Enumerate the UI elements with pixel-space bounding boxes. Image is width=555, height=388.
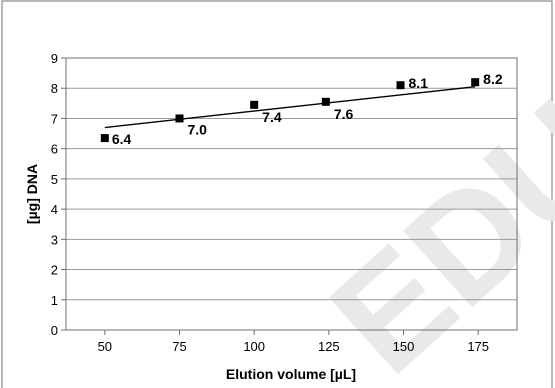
plot-area bbox=[65, 57, 518, 331]
data-point bbox=[100, 134, 109, 143]
data-point bbox=[471, 78, 480, 87]
y-tick-label: 0 bbox=[51, 323, 58, 338]
y-tick-label: 2 bbox=[51, 263, 58, 278]
y-tick-label: 4 bbox=[51, 202, 58, 217]
y-tick-label: 8 bbox=[51, 81, 58, 96]
y-axis-label: [µg] DNA bbox=[24, 164, 40, 224]
x-tick-label: 100 bbox=[243, 339, 265, 354]
data-point bbox=[321, 97, 330, 106]
data-points: 6.4 7.0 7.4 7.6 8.1 8.2 bbox=[100, 71, 503, 147]
data-point bbox=[250, 100, 259, 109]
y-tick-label: 7 bbox=[51, 111, 58, 126]
y-axis: 0 1 2 3 4 5 6 7 8 9 bbox=[51, 51, 66, 338]
data-label: 6.4 bbox=[112, 131, 132, 147]
x-axis-label: Elution volume [µL] bbox=[226, 366, 356, 382]
x-tick-label: 50 bbox=[98, 339, 112, 354]
x-axis: 50 75 100 125 150 175 bbox=[98, 330, 489, 354]
gridlines bbox=[66, 87, 517, 301]
data-label: 8.2 bbox=[483, 71, 503, 87]
x-tick-label: 75 bbox=[172, 339, 186, 354]
trendline bbox=[104, 86, 476, 129]
y-tick-label: 1 bbox=[51, 293, 58, 308]
data-label: 8.1 bbox=[409, 75, 429, 91]
data-label: 7.0 bbox=[187, 121, 207, 137]
y-tick-label: 5 bbox=[51, 172, 58, 187]
x-tick-label: 125 bbox=[318, 339, 340, 354]
data-label: 7.4 bbox=[262, 109, 282, 125]
x-tick-label: 175 bbox=[467, 339, 489, 354]
x-tick-label: 150 bbox=[393, 339, 415, 354]
y-tick-label: 6 bbox=[51, 142, 58, 157]
data-point bbox=[175, 114, 184, 123]
data-label: 7.6 bbox=[334, 106, 354, 122]
y-tick-label: 3 bbox=[51, 232, 58, 247]
data-point bbox=[396, 81, 405, 90]
y-tick-label: 9 bbox=[51, 51, 58, 66]
